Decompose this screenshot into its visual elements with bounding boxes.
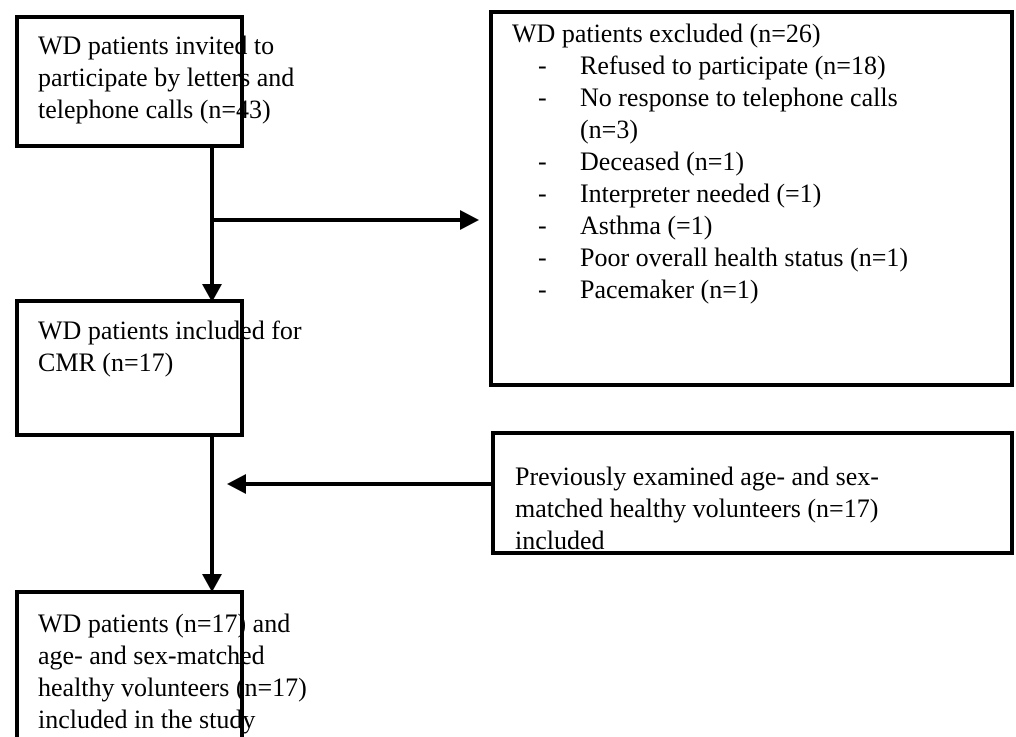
node-text: Interpreter needed (=1) bbox=[580, 179, 821, 208]
node-text: Poor overall health status (n=1) bbox=[580, 243, 908, 272]
arrowhead bbox=[202, 284, 222, 302]
node-text: participate by letters and bbox=[38, 63, 294, 92]
node-text: WD patients invited to bbox=[38, 31, 274, 60]
node-text: included in the study bbox=[38, 705, 255, 734]
node-text: - bbox=[538, 275, 547, 304]
box bbox=[15, 590, 244, 737]
arrowhead bbox=[202, 574, 222, 592]
node-text: CMR (n=17) bbox=[38, 348, 173, 377]
node-text: - bbox=[538, 211, 547, 240]
box bbox=[15, 15, 244, 148]
node-text: WD patients (n=17) and bbox=[38, 609, 290, 638]
node-text: No response to telephone calls bbox=[580, 83, 898, 112]
node-text: age- and sex-matched bbox=[38, 641, 265, 670]
node-text: - bbox=[538, 83, 547, 112]
node-text: WD patients excluded (n=26) bbox=[512, 19, 821, 48]
connector bbox=[210, 146, 492, 578]
box bbox=[15, 299, 244, 437]
node-text: Deceased (n=1) bbox=[580, 147, 744, 176]
node-text: WD patients included for bbox=[38, 316, 302, 345]
arrowhead bbox=[227, 474, 246, 494]
node-text: telephone calls (n=43) bbox=[38, 95, 271, 124]
node-text: included bbox=[515, 526, 605, 555]
node-text: matched healthy volunteers (n=17) bbox=[515, 494, 878, 523]
node-text: Asthma (=1) bbox=[580, 211, 712, 240]
arrowhead bbox=[460, 210, 479, 230]
node-text: healthy volunteers (n=17) bbox=[38, 673, 307, 702]
node-text: Previously examined age- and sex- bbox=[515, 462, 879, 491]
node-text: Pacemaker (n=1) bbox=[580, 275, 759, 304]
node-text: - bbox=[538, 243, 547, 272]
box bbox=[489, 10, 1014, 387]
node-text: - bbox=[538, 179, 547, 208]
node-text: (n=3) bbox=[580, 115, 638, 144]
box bbox=[491, 431, 1014, 555]
node-text: Refused to participate (n=18) bbox=[580, 51, 886, 80]
node-text: - bbox=[538, 147, 547, 176]
node-text: - bbox=[538, 51, 547, 80]
